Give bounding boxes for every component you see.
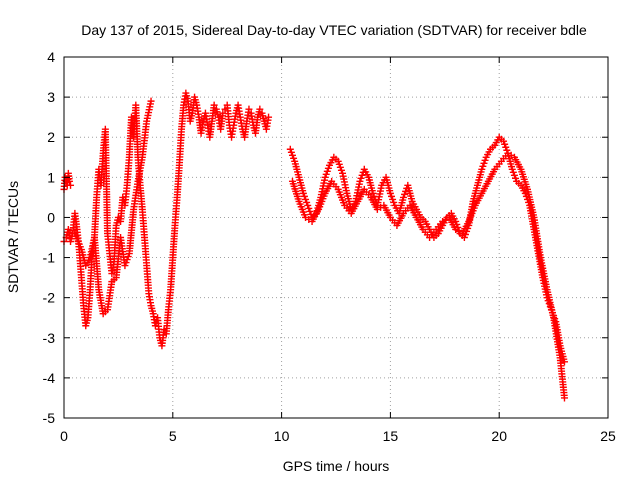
y-tick-label: -5: [43, 410, 56, 426]
data-point: [560, 358, 568, 366]
data-point: [65, 177, 73, 185]
data-point: [245, 105, 253, 113]
data-point: [67, 181, 75, 189]
y-tick-label: 4: [47, 49, 55, 65]
y-tick-label: 1: [47, 169, 55, 185]
data-points: [60, 89, 568, 402]
y-tick-label: 2: [47, 129, 55, 145]
x-axis-label: GPS time / hours: [283, 458, 390, 474]
data-point: [256, 105, 264, 113]
x-tick-label: 20: [491, 428, 507, 444]
y-tick-label: -4: [43, 370, 56, 386]
x-tick-label: 0: [60, 428, 68, 444]
y-tick-label: -1: [43, 250, 56, 266]
x-tick-label: 10: [274, 428, 290, 444]
y-tick-label: 3: [47, 89, 55, 105]
data-point: [147, 97, 155, 105]
data-point: [265, 113, 273, 121]
chart-title: Day 137 of 2015, Sidereal Day-to-day VTE…: [81, 22, 587, 38]
x-tick-label: 5: [169, 428, 177, 444]
y-tick-label: -2: [43, 290, 56, 306]
y-tick-label: -3: [43, 330, 56, 346]
grid-lines: [64, 57, 608, 418]
axis-ticks: -5 -4 -3 -2 -1 0 1 2 3 4 0 5 10 15 20 25: [43, 49, 616, 444]
y-tick-label: 0: [47, 209, 55, 225]
y-axis-label: SDTVAR / TECUs: [5, 181, 21, 293]
x-tick-label: 15: [383, 428, 399, 444]
plot-frame: [63, 56, 609, 419]
x-tick-label: 25: [600, 428, 616, 444]
data-point: [560, 394, 568, 402]
data-point: [210, 101, 218, 109]
